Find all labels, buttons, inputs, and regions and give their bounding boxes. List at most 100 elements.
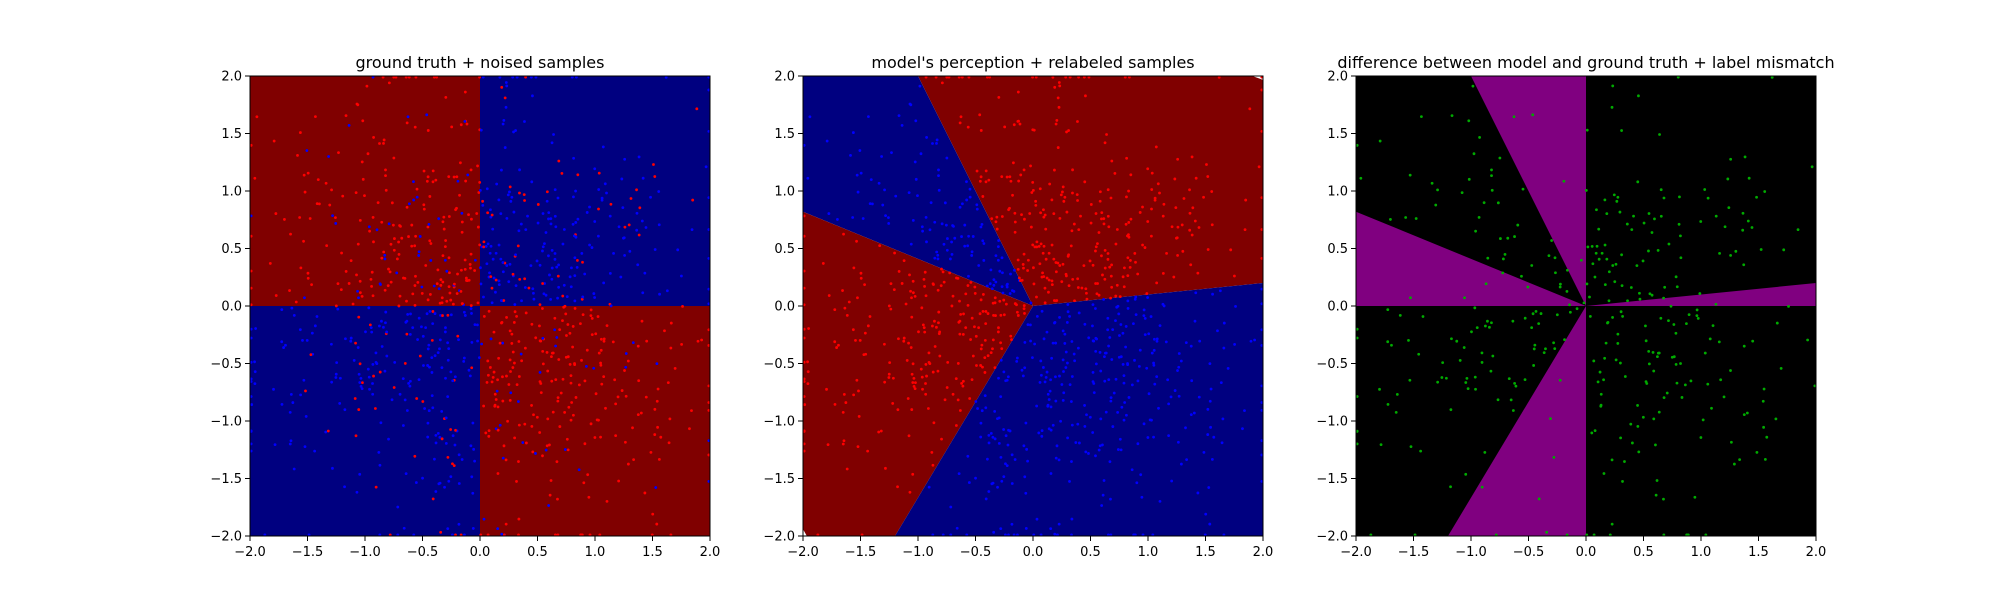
sample-point: [954, 377, 958, 381]
sample-point: [541, 245, 545, 249]
sample-point: [1110, 285, 1114, 289]
mismatch-point: [1652, 417, 1656, 421]
sample-point: [637, 379, 641, 383]
sample-point: [955, 276, 958, 280]
sample-point: [966, 303, 970, 307]
sample-point: [1102, 479, 1106, 482]
mismatch-point: [1490, 168, 1493, 172]
sample-point: [393, 237, 396, 240]
sample-point: [1124, 325, 1128, 328]
mismatch-point: [1449, 485, 1452, 489]
mismatch-point: [1718, 252, 1721, 255]
sample-point: [1164, 340, 1168, 344]
sample-point: [1094, 349, 1098, 353]
mismatch-point: [1611, 316, 1614, 319]
sample-point: [429, 259, 433, 262]
sample-point: [454, 208, 457, 212]
sample-point: [1099, 369, 1103, 373]
sample-point: [1176, 369, 1179, 372]
sample-point: [367, 375, 371, 379]
sample-point: [1116, 410, 1120, 414]
sample-point: [1010, 482, 1014, 485]
sample-point: [680, 343, 683, 346]
sample-point: [948, 257, 952, 261]
sample-point: [445, 299, 449, 303]
sample-point: [940, 222, 944, 226]
sample-point: [382, 138, 386, 142]
sample-point: [428, 293, 432, 296]
sample-point: [912, 384, 916, 388]
sample-point: [290, 306, 294, 310]
mismatch-point: [1379, 443, 1383, 447]
sample-point: [1134, 260, 1137, 264]
mismatch-point: [1450, 337, 1453, 341]
sample-point: [343, 485, 346, 489]
mismatch-point: [1742, 344, 1746, 348]
mismatch-point: [1675, 285, 1679, 289]
sample-point: [482, 517, 486, 521]
sample-point: [991, 338, 995, 342]
sample-point: [543, 282, 546, 285]
mismatch-point: [1490, 174, 1493, 178]
sample-point: [1253, 338, 1257, 342]
sample-point: [358, 218, 362, 222]
sample-point: [626, 359, 630, 363]
sample-point: [1109, 274, 1113, 278]
sample-point: [1222, 321, 1226, 325]
sample-point: [1142, 422, 1146, 426]
sample-point: [1011, 193, 1014, 197]
sample-point: [402, 526, 406, 530]
sample-point: [950, 252, 954, 256]
y-tick-label: 1.0: [774, 185, 795, 200]
sample-point: [561, 294, 565, 298]
sample-point: [954, 424, 958, 427]
sample-point: [471, 527, 475, 530]
sample-point: [254, 327, 258, 330]
sample-point: [1022, 307, 1026, 311]
sample-point: [1136, 379, 1140, 383]
sample-point: [452, 464, 456, 468]
sample-point: [549, 479, 553, 482]
mismatch-point: [1605, 212, 1609, 216]
sample-point: [490, 301, 494, 305]
sample-point: [1049, 428, 1053, 432]
mismatch-point: [1650, 293, 1654, 297]
sample-point: [417, 316, 421, 320]
sample-point: [1174, 206, 1178, 210]
sample-point: [288, 289, 291, 292]
sample-point: [1206, 248, 1210, 251]
sample-point: [937, 321, 940, 325]
x-tick-label: 0.5: [1080, 545, 1101, 560]
sample-point: [807, 327, 811, 330]
mismatch-point: [1409, 445, 1413, 448]
sample-point: [491, 375, 495, 379]
sample-point: [371, 362, 375, 366]
sample-point: [1060, 383, 1064, 386]
x-tick-label: −0.5: [407, 545, 439, 560]
sample-point: [1070, 423, 1074, 427]
sample-point: [361, 177, 365, 181]
sample-point: [1037, 245, 1041, 248]
sample-point: [893, 251, 896, 255]
sample-point: [995, 227, 999, 231]
sample-point: [1070, 375, 1074, 378]
sample-point: [330, 380, 334, 384]
sample-point: [372, 136, 375, 139]
sample-point: [806, 360, 809, 364]
sample-point: [414, 481, 418, 484]
sample-point: [375, 228, 379, 232]
sample-point: [306, 271, 310, 275]
mismatch-point: [1598, 370, 1602, 374]
sample-point: [439, 278, 443, 282]
sample-point: [424, 326, 428, 330]
sample-point: [943, 201, 947, 205]
mismatch-point: [1703, 188, 1707, 191]
sample-point: [1051, 341, 1055, 345]
sample-point: [550, 277, 554, 281]
mismatch-point: [1513, 382, 1516, 385]
sample-point: [621, 206, 625, 210]
mismatch-point: [1539, 312, 1543, 315]
sample-point: [508, 358, 512, 362]
sample-point: [1052, 257, 1056, 261]
sample-point: [1152, 337, 1156, 341]
